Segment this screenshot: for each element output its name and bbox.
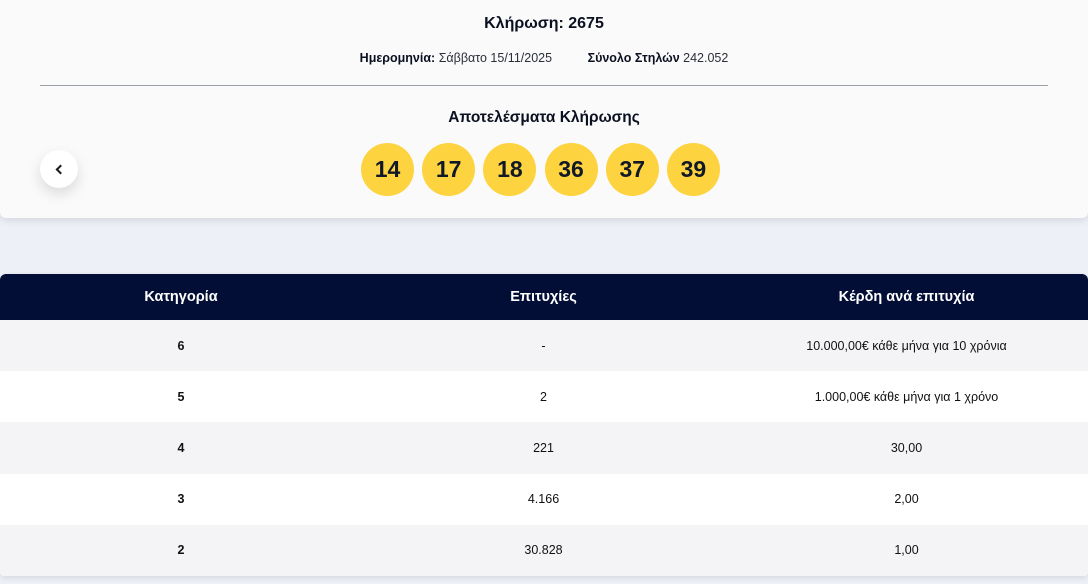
draw-card: Κλήρωση: 2675 Ημερομηνία: Σάββατο 15/11/… [0, 0, 1088, 218]
number-ball: 37 [605, 143, 659, 196]
header-prize: Κέρδη ανά επιτυχία [838, 289, 975, 305]
number-ball: 17 [422, 143, 476, 196]
date-label: Ημερομηνία: [359, 51, 436, 65]
draw-meta: Ημερομηνία: Σάββατο 15/11/2025 Σύνολο Στ… [0, 51, 1088, 65]
chevron-left-icon [55, 164, 66, 174]
number-ball: 36 [544, 143, 598, 196]
table-body: 6 - 10.000,00€ κάθε μήνα για 10 χρόνια 5… [0, 320, 1088, 576]
table-row: 3 4.166 2,00 [0, 473, 1088, 525]
cell-prize: 1,00 [894, 543, 919, 558]
prize-table: Κατηγορία Επιτυχίες Κέρδη ανά επιτυχία 6… [0, 274, 1088, 576]
cell-prize: 10.000,00€ κάθε μήνα για 10 χρόνια [806, 338, 1007, 353]
divider [40, 85, 1048, 86]
total-value: 242.052 [683, 51, 729, 65]
number-ball: 14 [361, 143, 414, 196]
table-row: 5 2 1.000,00€ κάθε μήνα για 1 χρόνο [0, 371, 1088, 423]
table-row: 6 - 10.000,00€ κάθε μήνα για 10 χρόνια [0, 320, 1088, 372]
header-category: Κατηγορία [144, 289, 218, 305]
cell-prize: 30,00 [890, 440, 923, 455]
cell-category: 6 [177, 338, 185, 353]
cell-category: 2 [177, 543, 185, 558]
table-row: 2 30.828 1,00 [0, 524, 1088, 576]
cell-category: 3 [177, 492, 185, 507]
number-ball: 39 [666, 143, 720, 196]
cell-winners: 4.166 [527, 492, 560, 507]
draw-total-columns: Σύνολο Στηλών 242.052 [588, 51, 729, 65]
cell-category: 5 [177, 389, 185, 404]
winning-numbers: 14 17 18 36 37 39 [361, 143, 728, 196]
table-row: 4 221 30,00 [0, 422, 1088, 474]
cell-category: 4 [177, 440, 185, 455]
cell-winners: 2 [540, 389, 547, 404]
header-winners: Επιτυχίες [510, 289, 577, 305]
draw-date: Ημερομηνία: Σάββατο 15/11/2025 [360, 51, 552, 65]
previous-draw-button[interactable] [40, 150, 78, 188]
results-title: Αποτελέσματα Κλήρωσης [448, 109, 640, 126]
draw-title: Κλήρωση: 2675 [484, 15, 604, 32]
cell-winners: 30.828 [524, 543, 563, 558]
date-value: Σάββατο 15/11/2025 [438, 51, 553, 65]
cell-prize: 1.000,00€ κάθε μήνα για 1 χρόνο [814, 389, 999, 404]
total-label: Σύνολο Στηλών [587, 51, 680, 65]
number-ball: 18 [483, 143, 537, 196]
cell-winners: 221 [533, 440, 554, 455]
cell-winners: - [541, 338, 546, 353]
cell-prize: 2,00 [894, 492, 919, 507]
table-header: Κατηγορία Επιτυχίες Κέρδη ανά επιτυχία [0, 274, 1088, 320]
